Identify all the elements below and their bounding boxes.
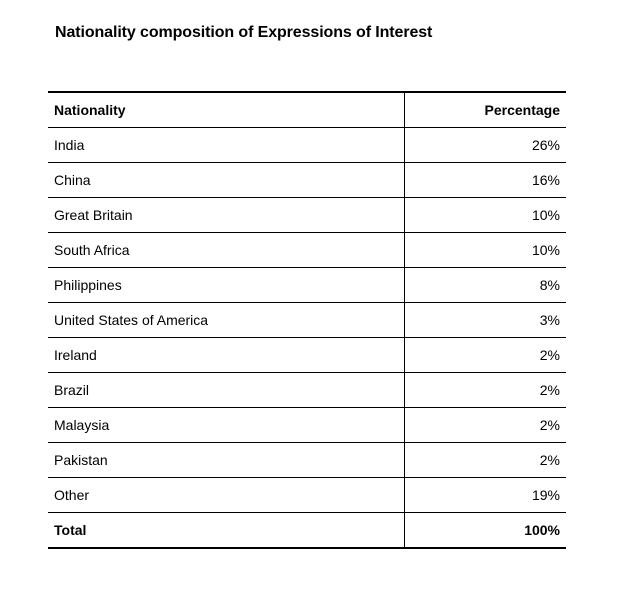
percentage-cell: 2% [404, 372, 566, 408]
nationality-cell: South Africa [48, 232, 405, 268]
table-row: China 16% [48, 162, 566, 198]
percentage-cell: 8% [404, 267, 566, 303]
total-row: Total 100% [48, 512, 566, 549]
table-row: Brazil 2% [48, 372, 566, 408]
nationality-cell: Philippines [48, 267, 405, 303]
table-row: South Africa 10% [48, 232, 566, 268]
percentage-cell: 26% [404, 127, 566, 163]
table-row: Malaysia 2% [48, 407, 566, 443]
nationality-cell: Other [48, 477, 405, 513]
nationality-cell: China [48, 162, 405, 198]
table-row: Ireland 2% [48, 337, 566, 373]
nationality-cell: Malaysia [48, 407, 405, 443]
nationality-cell: United States of America [48, 302, 405, 338]
percentage-cell: 19% [404, 477, 566, 513]
table-row: Philippines 8% [48, 267, 566, 303]
percentage-cell: 10% [404, 232, 566, 268]
table-header-row: Nationality Percentage [48, 91, 566, 128]
total-label: Total [48, 512, 405, 549]
table-row: Great Britain 10% [48, 197, 566, 233]
nationality-cell: Ireland [48, 337, 405, 373]
table-row: India 26% [48, 127, 566, 163]
percentage-cell: 3% [404, 302, 566, 338]
document-title: Nationality composition of Expressions o… [55, 24, 433, 41]
nationality-table: Nationality Percentage India 26% China 1… [48, 91, 566, 549]
percentage-cell: 2% [404, 407, 566, 443]
percentage-cell: 2% [404, 442, 566, 478]
table-row: United States of America 3% [48, 302, 566, 338]
header-percentage: Percentage [404, 91, 566, 128]
nationality-cell: India [48, 127, 405, 163]
percentage-cell: 16% [404, 162, 566, 198]
header-nationality: Nationality [48, 91, 405, 128]
percentage-cell: 10% [404, 197, 566, 233]
percentage-cell: 2% [404, 337, 566, 373]
total-percentage: 100% [404, 512, 566, 549]
table-row: Pakistan 2% [48, 442, 566, 478]
nationality-cell: Pakistan [48, 442, 405, 478]
nationality-cell: Great Britain [48, 197, 405, 233]
table-row: Other 19% [48, 477, 566, 513]
nationality-cell: Brazil [48, 372, 405, 408]
